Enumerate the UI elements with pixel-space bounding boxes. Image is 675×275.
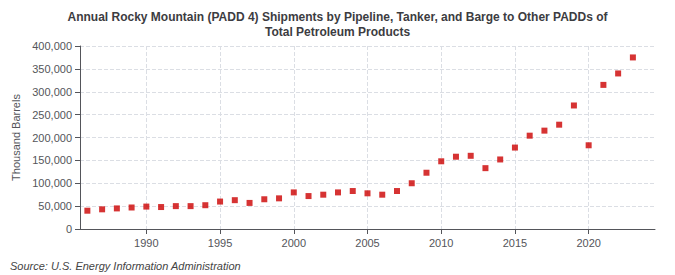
svg-text:1990: 1990: [134, 237, 158, 249]
svg-text:0: 0: [66, 223, 72, 235]
svg-text:200,000: 200,000: [32, 132, 72, 144]
svg-text:250,000: 250,000: [32, 109, 72, 121]
svg-text:100,000: 100,000: [32, 177, 72, 189]
svg-text:Total Petroleum Products: Total Petroleum Products: [265, 25, 410, 39]
svg-text:2000: 2000: [282, 237, 306, 249]
svg-text:300,000: 300,000: [32, 86, 72, 98]
svg-text:2005: 2005: [355, 237, 379, 249]
svg-text:1995: 1995: [208, 237, 232, 249]
svg-text:150,000: 150,000: [32, 154, 72, 166]
svg-text:50,000: 50,000: [38, 200, 72, 212]
svg-text:2015: 2015: [503, 237, 527, 249]
svg-text:2020: 2020: [576, 237, 600, 249]
svg-text:350,000: 350,000: [32, 63, 72, 75]
svg-text:400,000: 400,000: [32, 40, 72, 52]
svg-text:Annual Rocky Mountain (PADD 4): Annual Rocky Mountain (PADD 4) Shipments…: [67, 10, 608, 24]
svg-text:Source: U.S. Energy Informatio: Source: U.S. Energy Information Administ…: [10, 260, 241, 272]
svg-text:Thousand Barrels: Thousand Barrels: [10, 94, 22, 181]
svg-text:2010: 2010: [429, 237, 453, 249]
